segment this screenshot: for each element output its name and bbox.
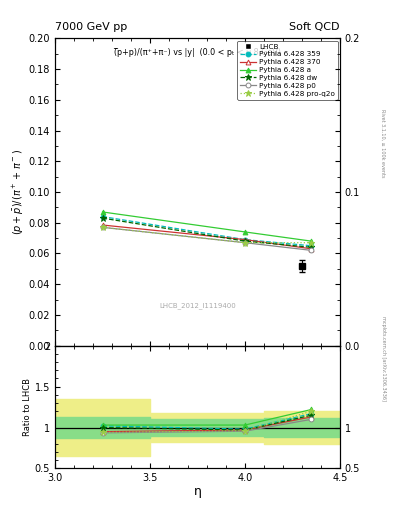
X-axis label: η: η: [193, 485, 202, 498]
Text: (̅p+p)/(π⁺+π⁻) vs |y|  (0.0 < pₜ < 0.8 GeV): (̅p+p)/(π⁺+π⁻) vs |y| (0.0 < pₜ < 0.8 Ge…: [114, 48, 281, 57]
Text: LHCB_2012_I1119400: LHCB_2012_I1119400: [159, 302, 236, 309]
Legend: LHCB, Pythia 6.428 359, Pythia 6.428 370, Pythia 6.428 a, Pythia 6.428 dw, Pythi: LHCB, Pythia 6.428 359, Pythia 6.428 370…: [237, 40, 338, 99]
Text: mcplots.cern.ch [arXiv:1306.3436]: mcplots.cern.ch [arXiv:1306.3436]: [381, 316, 386, 401]
Text: Rivet 3.1.10, ≥ 100k events: Rivet 3.1.10, ≥ 100k events: [381, 109, 386, 178]
Y-axis label: Ratio to LHCB: Ratio to LHCB: [23, 378, 32, 436]
Text: 7000 GeV pp: 7000 GeV pp: [55, 22, 127, 32]
Y-axis label: $(p+\bar{p})/(\pi^+ + \pi^-)$: $(p+\bar{p})/(\pi^+ + \pi^-)$: [11, 149, 26, 235]
Text: Soft QCD: Soft QCD: [290, 22, 340, 32]
